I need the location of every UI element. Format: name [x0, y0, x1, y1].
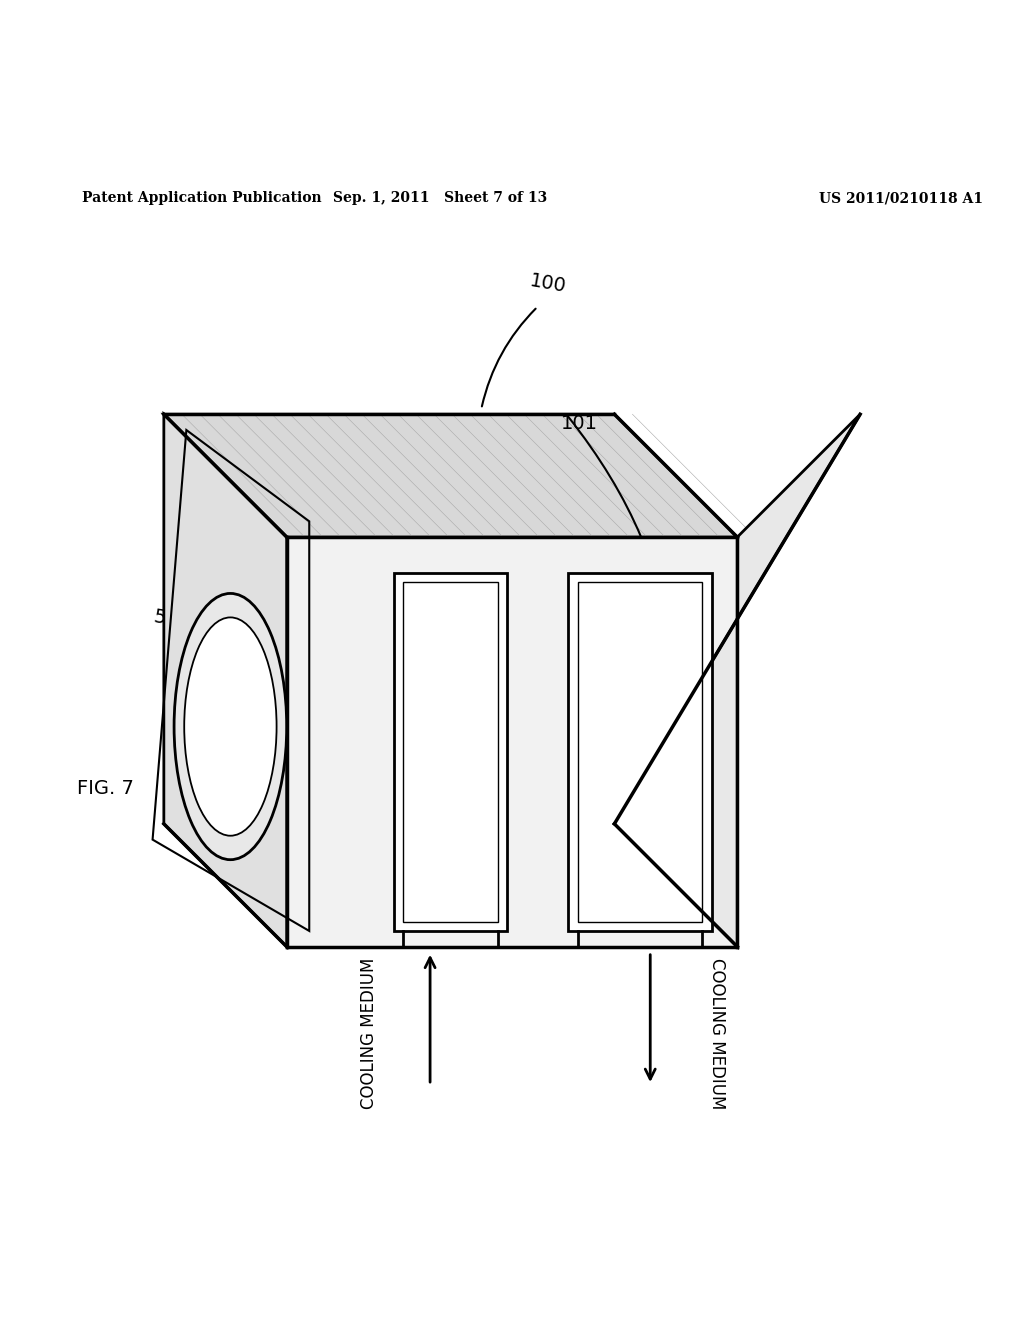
Text: Patent Application Publication: Patent Application Publication	[82, 191, 322, 205]
Ellipse shape	[184, 618, 276, 836]
Bar	[578, 582, 702, 923]
Polygon shape	[164, 414, 737, 537]
Text: COOLING MEDIUM: COOLING MEDIUM	[359, 958, 378, 1109]
Ellipse shape	[174, 594, 287, 859]
Polygon shape	[614, 414, 860, 946]
Bar	[394, 573, 507, 932]
Text: Sep. 1, 2011   Sheet 7 of 13: Sep. 1, 2011 Sheet 7 of 13	[333, 191, 548, 205]
Polygon shape	[287, 537, 737, 946]
Text: 101: 101	[561, 414, 598, 433]
Bar	[568, 573, 712, 932]
Bar	[403, 582, 498, 923]
Text: FIG. 7: FIG. 7	[77, 779, 134, 797]
Text: COOLING MEDIUM: COOLING MEDIUM	[708, 958, 726, 1109]
Polygon shape	[164, 414, 287, 946]
Text: 50: 50	[152, 607, 179, 631]
Text: US 2011/0210118 A1: US 2011/0210118 A1	[819, 191, 983, 205]
Text: 100: 100	[528, 272, 567, 297]
